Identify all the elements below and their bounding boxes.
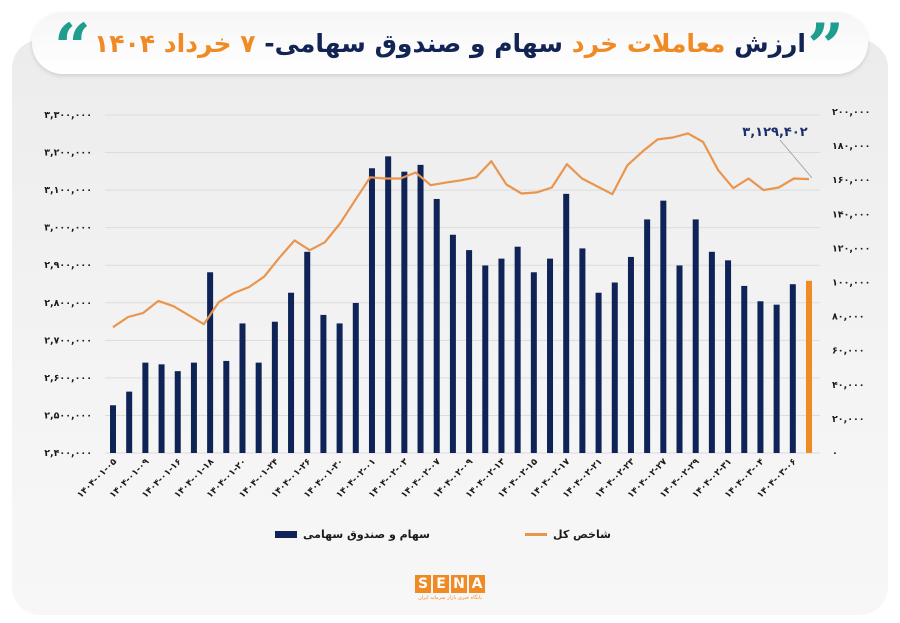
bar: [757, 301, 764, 453]
bar: [142, 362, 149, 453]
bar: [806, 280, 812, 453]
bar: [514, 246, 521, 453]
line-series: [112, 132, 810, 329]
last-value-label: ۳,۱۲۹,۴۰۲: [742, 125, 807, 140]
bar: [789, 284, 796, 453]
title-part-2: معاملات خرد: [571, 28, 726, 58]
left-axis-tick: ۳,۰۰۰,۰۰۰: [44, 223, 92, 234]
legend-item-bars: سهام و صندوق سهامی: [275, 528, 430, 541]
right-axis-tick: ۰: [832, 448, 838, 459]
logo-letter: A: [469, 575, 485, 593]
sena-logo: S E N A پایگاه خبری بازار سرمایه ایران: [413, 575, 487, 605]
bar: [773, 304, 780, 453]
bar: [401, 171, 408, 454]
logo-letter: S: [415, 575, 431, 593]
logo-letter: E: [433, 575, 449, 593]
bar: [692, 219, 699, 453]
left-axis-tick: ۲,۶۰۰,۰۰۰: [44, 373, 92, 384]
bar: [271, 321, 278, 453]
bar: [239, 323, 246, 453]
right-axis-tick: ۱۲۰,۰۰۰: [832, 243, 870, 254]
left-axis-tick: ۲,۷۰۰,۰۰۰: [44, 335, 92, 346]
bar: [547, 258, 554, 453]
bar: [368, 168, 375, 453]
bar: [336, 323, 343, 453]
double-quote-icon: ”: [807, 10, 844, 85]
right-axis-tick: ۱۰۰,۰۰۰: [832, 278, 870, 289]
bar: [126, 391, 133, 453]
bar: [466, 250, 473, 453]
bar: [579, 248, 586, 453]
bar: [352, 302, 359, 453]
bar: [255, 362, 262, 453]
title-part-1: ارزش: [734, 28, 806, 58]
left-axis-tick: ۲,۴۰۰,۰۰۰: [44, 448, 92, 459]
bar: [725, 260, 732, 453]
left-axis-tick: ۲,۹۰۰,۰۰۰: [44, 260, 92, 271]
index-line: [112, 132, 810, 329]
left-axis: ۲,۴۰۰,۰۰۰ ۲,۵۰۰,۰۰۰ ۲,۶۰۰,۰۰۰ ۲,۷۰۰,۰۰۰ ۲,۸۰…: [44, 110, 92, 459]
right-axis-tick: ۴۰,۰۰۰: [832, 380, 865, 391]
legend-swatch-line: [525, 533, 547, 536]
left-axis-tick: ۳,۳۰۰,۰۰۰: [44, 110, 92, 121]
bar: [304, 251, 311, 453]
left-axis-tick: ۳,۱۰۰,۰۰۰: [44, 185, 92, 196]
legend-label-line: شاخص کل: [553, 528, 611, 541]
bar: [110, 405, 116, 453]
bar-series: [110, 156, 812, 454]
right-axis-tick: ۲۰۰,۰۰۰: [832, 107, 870, 118]
bar: [676, 265, 683, 453]
bar: [320, 314, 327, 453]
double-quote-icon: “: [54, 10, 91, 85]
right-axis-tick: ۲۰,۰۰۰: [832, 414, 865, 425]
title-date: ۷ خرداد ۱۴۰۴: [94, 28, 256, 58]
bar: [627, 256, 634, 453]
bar: [158, 364, 165, 453]
left-axis-tick: ۲,۸۰۰,۰۰۰: [44, 298, 92, 309]
right-axis-tick: ۱۶۰,۰۰۰: [832, 175, 870, 186]
legend-item-line: شاخص کل: [525, 528, 611, 541]
bar: [223, 360, 230, 453]
bar: [563, 193, 570, 453]
bar: [385, 156, 392, 453]
legend-label-bars: سهام و صندوق سهامی: [303, 528, 430, 541]
last-value-annotation: ۳,۱۲۹,۴۰۲: [742, 125, 813, 179]
right-axis-tick: ۸۰,۰۰۰: [832, 312, 865, 323]
bar: [741, 285, 748, 453]
bar: [530, 272, 537, 453]
bar: [207, 272, 214, 453]
right-axis-tick: ۱۴۰,۰۰۰: [832, 209, 870, 220]
right-axis-tick: ۱۸۰,۰۰۰: [832, 141, 870, 152]
bar: [611, 282, 618, 453]
x-axis: ۱۴۰۴-۰۱-۰۵۱۴۰۴-۰۱-۰۹۱۴۰۴-۰۱-۱۶۱۴۰۴-۰۱-۱۸…: [76, 457, 799, 501]
bar: [288, 292, 295, 453]
legend-swatch-bars: [275, 531, 297, 538]
bar: [498, 258, 505, 453]
right-axis: ۰ ۲۰,۰۰۰ ۴۰,۰۰۰ ۶۰,۰۰۰ ۸۰,۰۰۰ ۱۰۰,۰۰۰ ۱۲۰,۰۰۰ ۱…: [832, 107, 870, 459]
bar: [449, 234, 456, 453]
logo-letters: S E N A: [415, 575, 485, 593]
bar: [660, 200, 667, 453]
bar: [433, 198, 440, 453]
bar: [190, 362, 197, 453]
bar: [595, 292, 602, 453]
bar: [482, 265, 489, 453]
title-banner: ” ارزش معاملات خرد سهام و صندوق سهامی- ۷…: [32, 12, 868, 80]
bar: [708, 251, 715, 453]
bar: [174, 371, 181, 453]
page-title: ارزش معاملات خرد سهام و صندوق سهامی- ۷ خ…: [94, 29, 806, 58]
logo-tagline: پایگاه خبری بازار سرمایه ایران: [418, 595, 482, 601]
left-axis-tick: ۲,۵۰۰,۰۰۰: [44, 410, 92, 421]
bar: [417, 164, 424, 454]
logo-letter: N: [451, 575, 467, 593]
left-axis-tick: ۳,۲۰۰,۰۰۰: [44, 148, 92, 159]
bar: [644, 219, 651, 453]
title-part-3: سهام و صندوق سهامی-: [264, 28, 564, 58]
right-axis-tick: ۶۰,۰۰۰: [832, 346, 865, 357]
